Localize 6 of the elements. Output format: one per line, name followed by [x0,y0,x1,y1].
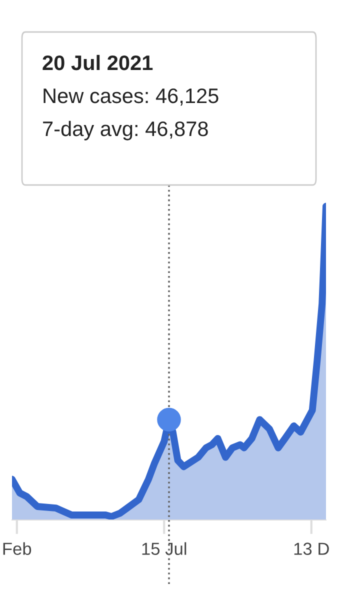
text: 7-day avg: 46,878 [43,120,208,140]
x-tick-label: 13 D [294,542,329,555]
x-tick-label: Feb [3,542,32,555]
x-tick-label: 15 Jul [142,542,186,555]
text: 20 Jul 2021 [42,54,153,70]
text: New cases: 46,125 [44,88,218,106]
